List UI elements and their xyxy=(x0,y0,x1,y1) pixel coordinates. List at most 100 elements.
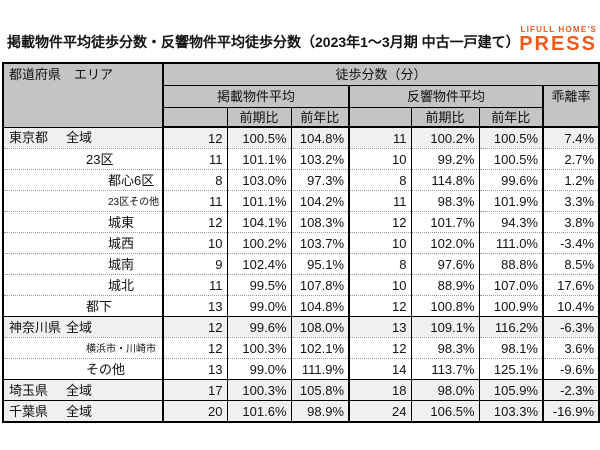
listed-avg-cell: 20 xyxy=(162,400,228,422)
prefecture-label: 東京都 xyxy=(9,130,49,146)
divergence-cell: 17.6% xyxy=(542,274,600,296)
divergence-cell: -9.6% xyxy=(542,358,600,380)
inquiry-prev-year-cell: 100.5% xyxy=(478,148,544,170)
listed-avg-cell: 13 xyxy=(162,295,228,317)
table-row: 埼玉県 全域 17 100.3% 105.8% 18 98.0% 105.9% -2.3% xyxy=(2,379,600,401)
area-label: 城東 xyxy=(108,214,135,230)
area-label: 23区 xyxy=(86,151,114,167)
inquiry-avg-cell: 8 xyxy=(348,169,412,191)
inquiry-prev-year-cell: 98.1% xyxy=(478,337,544,359)
inquiry-avg-cell: 12 xyxy=(348,295,412,317)
area-label: 23区その他 xyxy=(108,197,160,208)
pref-area-cell: 都下 xyxy=(2,295,164,317)
pref-area-cell: 都心6区 xyxy=(2,169,164,191)
inquiry-prev-period-cell: 88.9% xyxy=(410,274,480,296)
inquiry-prev-year-cell: 100.5% xyxy=(478,127,544,149)
listed-avg-cell: 11 xyxy=(162,148,228,170)
table-row: その他 13 99.0% 111.9% 14 113.7% 125.1% -9.6% xyxy=(2,358,600,380)
table-row: 東京都 全域 12 100.5% 104.8% 11 100.2% 100.5% 7.4% xyxy=(2,127,600,149)
listed-prev-year-cell: 103.7% xyxy=(290,232,350,254)
inquiry-avg-cell: 13 xyxy=(348,316,412,338)
table-row: 城北 11 99.5% 107.8% 10 88.9% 107.0% 17.6% xyxy=(2,274,600,296)
listed-prev-year-cell: 104.8% xyxy=(290,127,350,149)
listed-avg-cell: 12 xyxy=(162,127,228,149)
table-row: 横浜市・川崎市 12 100.3% 102.1% 12 98.3% 98.1% 3.6% xyxy=(2,337,600,359)
table-row: 千葉県 全域 20 101.6% 98.9% 24 106.5% 103.3% -16.9% xyxy=(2,400,600,422)
inquiry-prev-year-cell: 125.1% xyxy=(478,358,544,380)
prefecture-label: 千葉県 xyxy=(9,403,49,419)
area-label: 全域 xyxy=(66,130,93,146)
listed-prev-period-cell: 101.6% xyxy=(226,400,292,422)
listed-prev-period-cell: 100.2% xyxy=(226,232,292,254)
inquiry-avg-cell: 14 xyxy=(348,358,412,380)
listed-avg-cell: 11 xyxy=(162,274,228,296)
col-header-listed-avg-blank xyxy=(162,107,228,128)
inquiry-avg-cell: 11 xyxy=(348,127,412,149)
walk-minutes-table: 都道府県 エリア 徒歩分数（分） 掲載物件平均 反響物件平均 乖離率 前期比 前… xyxy=(2,62,600,423)
listed-avg-cell: 17 xyxy=(162,379,228,401)
area-label: 全域 xyxy=(66,382,93,398)
col-header-inquiry-average: 反響物件平均 xyxy=(348,85,544,108)
inquiry-prev-year-cell: 116.2% xyxy=(478,316,544,338)
area-label: その他 xyxy=(86,361,126,377)
listed-prev-period-cell: 99.5% xyxy=(226,274,292,296)
inquiry-prev-period-cell: 106.5% xyxy=(410,400,480,422)
table-row: 23区その他 11 101.1% 104.2% 11 98.3% 101.9% 3.3% xyxy=(2,190,600,212)
inquiry-prev-year-cell: 107.0% xyxy=(478,274,544,296)
divergence-cell: -2.3% xyxy=(542,379,600,401)
area-label: 城西 xyxy=(108,235,135,251)
page-title: 掲載物件平均徒歩分数・反響物件平均徒歩分数（2023年1～3月期 中古一戸建て） xyxy=(7,34,520,50)
divergence-cell: 3.6% xyxy=(542,337,600,359)
listed-prev-period-cell: 101.1% xyxy=(226,190,292,212)
inquiry-avg-cell: 12 xyxy=(348,337,412,359)
pref-area-cell: 城西 xyxy=(2,232,164,254)
col-header-listed-average: 掲載物件平均 xyxy=(162,85,350,108)
listed-prev-period-cell: 100.3% xyxy=(226,379,292,401)
pref-area-cell: 城北 xyxy=(2,274,164,296)
divergence-cell: 7.4% xyxy=(542,127,600,149)
listed-prev-year-cell: 107.8% xyxy=(290,274,350,296)
lifull-homes-press-logo: LIFULL HOME'S PRESS xyxy=(519,25,597,54)
listed-avg-cell: 12 xyxy=(162,211,228,233)
divergence-cell: 8.5% xyxy=(542,253,600,275)
listed-avg-cell: 12 xyxy=(162,316,228,338)
listed-prev-period-cell: 103.0% xyxy=(226,169,292,191)
col-header-walk-minutes: 徒歩分数（分） xyxy=(162,62,600,86)
pref-area-cell: 城東 xyxy=(2,211,164,233)
table-row: 神奈川県 全域 12 99.6% 108.0% 13 109.1% 116.2% -6.3% xyxy=(2,316,600,338)
listed-prev-year-cell: 95.1% xyxy=(290,253,350,275)
listed-prev-year-cell: 103.2% xyxy=(290,148,350,170)
inquiry-avg-cell: 10 xyxy=(348,148,412,170)
area-label: 城北 xyxy=(108,277,135,293)
col-header-inquiry-avg-blank xyxy=(348,107,412,128)
divergence-cell: -16.9% xyxy=(542,400,600,422)
inquiry-prev-period-cell: 100.2% xyxy=(410,127,480,149)
table-row: 城東 12 104.1% 108.3% 12 101.7% 94.3% 3.8% xyxy=(2,211,600,233)
table-header: 都道府県 エリア 徒歩分数（分） 掲載物件平均 反響物件平均 乖離率 前期比 前… xyxy=(2,62,600,128)
divergence-cell: 2.7% xyxy=(542,148,600,170)
divergence-cell: 1.2% xyxy=(542,169,600,191)
inquiry-prev-period-cell: 102.0% xyxy=(410,232,480,254)
listed-prev-period-cell: 101.1% xyxy=(226,148,292,170)
inquiry-avg-cell: 8 xyxy=(348,253,412,275)
divergence-cell: 10.4% xyxy=(542,295,600,317)
inquiry-prev-period-cell: 99.2% xyxy=(410,148,480,170)
listed-prev-year-cell: 102.1% xyxy=(290,337,350,359)
inquiry-prev-year-cell: 103.3% xyxy=(478,400,544,422)
pref-area-cell: その他 xyxy=(2,358,164,380)
listed-prev-period-cell: 100.5% xyxy=(226,127,292,149)
area-label: 都下 xyxy=(86,298,113,314)
inquiry-prev-period-cell: 101.7% xyxy=(410,211,480,233)
table-row: 23区 11 101.1% 103.2% 10 99.2% 100.5% 2.7% xyxy=(2,148,600,170)
inquiry-avg-cell: 10 xyxy=(348,274,412,296)
inquiry-prev-year-cell: 88.8% xyxy=(478,253,544,275)
pref-area-cell: 埼玉県 全域 xyxy=(2,379,164,401)
inquiry-prev-period-cell: 100.8% xyxy=(410,295,480,317)
listed-prev-period-cell: 102.4% xyxy=(226,253,292,275)
inquiry-prev-year-cell: 94.3% xyxy=(478,211,544,233)
listed-avg-cell: 11 xyxy=(162,190,228,212)
listed-prev-period-cell: 99.0% xyxy=(226,358,292,380)
pref-area-cell: 横浜市・川崎市 xyxy=(2,337,164,359)
col-header-inquiry-prev-year: 前年比 xyxy=(478,107,544,128)
divergence-cell: -3.4% xyxy=(542,232,600,254)
